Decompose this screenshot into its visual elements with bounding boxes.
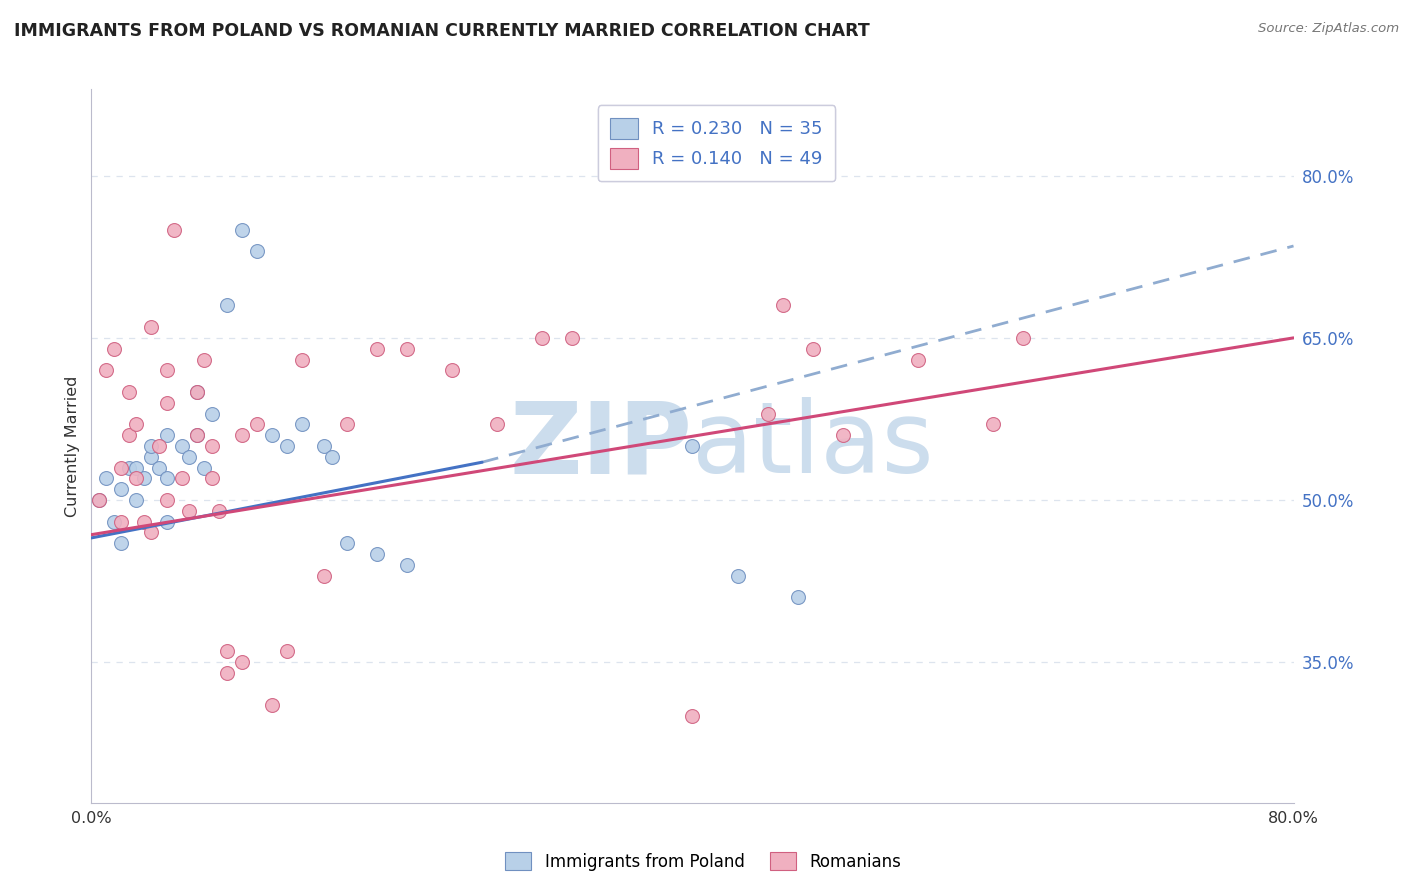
Point: [786, 591, 808, 605]
Point: [87, 493, 110, 508]
Point: [336, 536, 359, 550]
Point: [208, 504, 231, 518]
Point: [177, 450, 200, 464]
Point: [170, 439, 193, 453]
Point: [440, 363, 463, 377]
Point: [201, 407, 224, 421]
Point: [132, 471, 155, 485]
Legend: Immigrants from Poland, Romanians: Immigrants from Poland, Romanians: [496, 844, 910, 880]
Point: [141, 439, 163, 453]
Point: [103, 515, 125, 529]
Point: [681, 709, 703, 723]
Point: [96, 471, 118, 485]
Point: [907, 352, 929, 367]
Point: [321, 450, 343, 464]
Point: [155, 493, 177, 508]
Point: [193, 460, 215, 475]
Point: [681, 439, 703, 453]
Point: [163, 223, 186, 237]
Point: [141, 320, 163, 334]
Point: [246, 417, 269, 432]
Point: [125, 493, 148, 508]
Point: [155, 363, 177, 377]
Point: [260, 428, 283, 442]
Point: [155, 471, 177, 485]
Point: [831, 428, 853, 442]
Point: [110, 482, 132, 496]
Point: [201, 439, 224, 453]
Point: [276, 644, 298, 658]
Point: [215, 298, 238, 312]
Y-axis label: Currently Married: Currently Married: [65, 376, 80, 516]
Point: [148, 460, 170, 475]
Point: [291, 352, 314, 367]
Point: [118, 460, 141, 475]
Point: [215, 644, 238, 658]
Point: [141, 450, 163, 464]
Point: [981, 417, 1004, 432]
Point: [186, 428, 208, 442]
Point: [231, 223, 253, 237]
Point: [246, 244, 269, 259]
Point: [395, 342, 418, 356]
Point: [291, 417, 314, 432]
Point: [314, 568, 336, 582]
Point: [756, 407, 779, 421]
Text: atlas: atlas: [692, 398, 934, 494]
Point: [110, 460, 132, 475]
Point: [193, 352, 215, 367]
Text: ZIP: ZIP: [509, 398, 692, 494]
Point: [118, 384, 141, 399]
Point: [96, 363, 118, 377]
Point: [531, 331, 554, 345]
Point: [231, 655, 253, 669]
Point: [118, 428, 141, 442]
Legend: R = 0.230   N = 35, R = 0.140   N = 49: R = 0.230 N = 35, R = 0.140 N = 49: [598, 105, 835, 181]
Point: [132, 515, 155, 529]
Text: IMMIGRANTS FROM POLAND VS ROMANIAN CURRENTLY MARRIED CORRELATION CHART: IMMIGRANTS FROM POLAND VS ROMANIAN CURRE…: [14, 22, 870, 40]
Point: [155, 396, 177, 410]
Point: [231, 428, 253, 442]
Point: [772, 298, 794, 312]
Point: [141, 525, 163, 540]
Point: [103, 342, 125, 356]
Point: [87, 493, 110, 508]
Point: [201, 471, 224, 485]
Point: [186, 384, 208, 399]
Point: [110, 515, 132, 529]
Point: [125, 460, 148, 475]
Point: [276, 439, 298, 453]
Point: [366, 342, 388, 356]
Point: [1012, 331, 1035, 345]
Point: [486, 417, 509, 432]
Point: [170, 471, 193, 485]
Point: [186, 428, 208, 442]
Point: [155, 515, 177, 529]
Point: [125, 471, 148, 485]
Point: [148, 439, 170, 453]
Point: [155, 428, 177, 442]
Point: [125, 417, 148, 432]
Point: [395, 558, 418, 572]
Point: [260, 698, 283, 713]
Point: [801, 342, 824, 356]
Point: [314, 439, 336, 453]
Text: Source: ZipAtlas.com: Source: ZipAtlas.com: [1258, 22, 1399, 36]
Point: [336, 417, 359, 432]
Point: [561, 331, 583, 345]
Point: [727, 568, 749, 582]
Point: [215, 666, 238, 681]
Point: [366, 547, 388, 561]
Point: [186, 384, 208, 399]
Point: [177, 504, 200, 518]
Point: [110, 536, 132, 550]
